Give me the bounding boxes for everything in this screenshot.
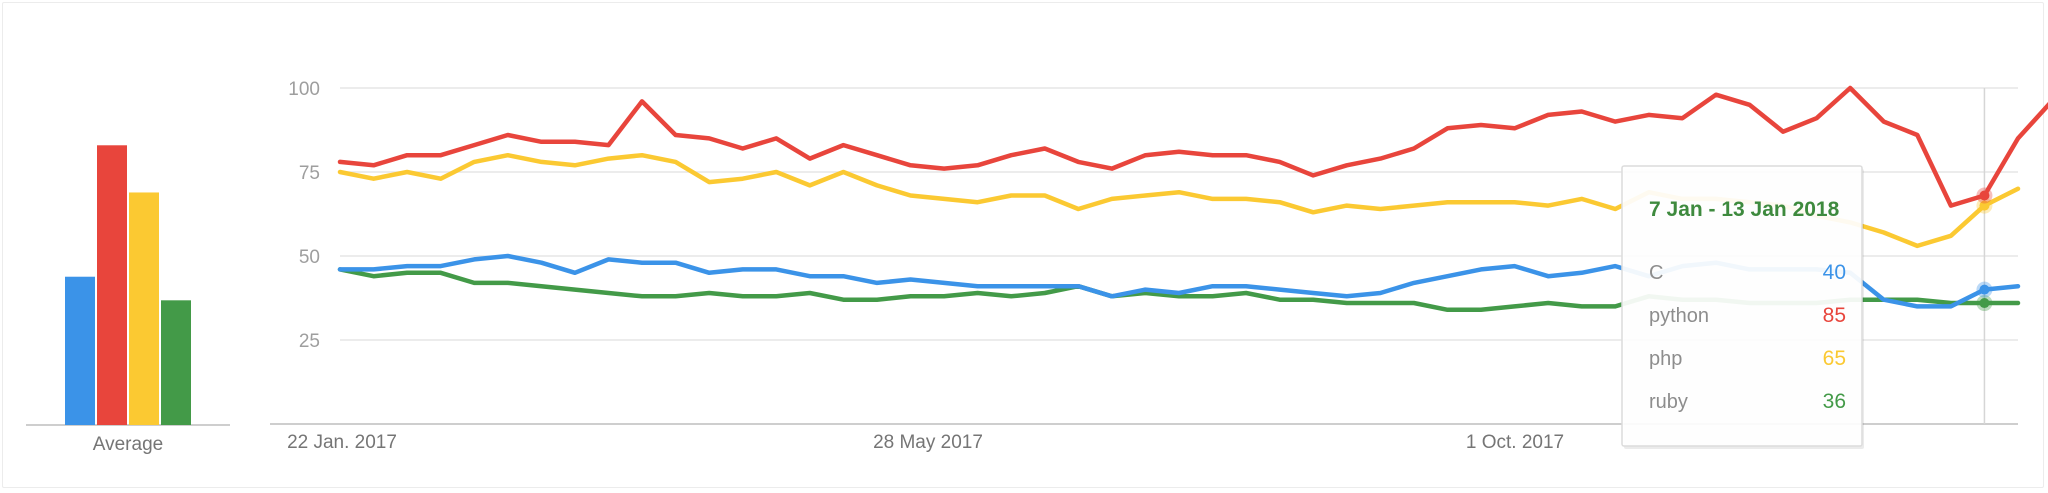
x-tick-label: 1 Oct. 2017 — [1466, 432, 1564, 453]
tooltip-series-name: python — [1649, 305, 1709, 327]
y-tick-label: 50 — [299, 247, 320, 268]
average-bar-chart: Average — [26, 145, 230, 455]
average-bar-python — [97, 145, 127, 426]
tooltip-series-name: ruby — [1649, 391, 1688, 413]
y-tick-label: 100 — [288, 79, 320, 100]
average-bar-php — [129, 192, 159, 425]
tooltip-series-value: 85 — [1823, 304, 1846, 327]
average-label: Average — [93, 434, 163, 455]
tooltip-series-name: php — [1649, 348, 1682, 370]
tooltip-series-value: 65 — [1823, 347, 1846, 370]
tooltip-title: 7 Jan - 13 Jan 2018 — [1649, 198, 1840, 221]
tooltip — [1621, 165, 1863, 447]
series-line-python[interactable] — [337, 85, 2048, 208]
average-bar-c — [65, 276, 95, 425]
y-tick-label: 25 — [299, 331, 320, 352]
tooltip-series-value: 36 — [1823, 390, 1846, 413]
hover-dot-python — [1979, 190, 1990, 201]
x-tick-label: 22 Jan. 2017 — [287, 432, 397, 453]
tooltip-series-value: 40 — [1823, 261, 1846, 284]
hover-indicator: 7 Jan - 13 Jan 2018 C 40 python 85 php 65 ruby 3… — [1621, 88, 1993, 449]
x-tick-label: 28 May 2017 — [873, 432, 983, 453]
hover-dot-php — [1979, 200, 1990, 211]
hover-dot-ruby — [1979, 298, 1990, 309]
tooltip-series-name: C — [1649, 262, 1663, 284]
y-tick-label: 75 — [299, 163, 320, 184]
average-bar-ruby — [161, 300, 191, 425]
hover-dot-c — [1979, 284, 1990, 295]
